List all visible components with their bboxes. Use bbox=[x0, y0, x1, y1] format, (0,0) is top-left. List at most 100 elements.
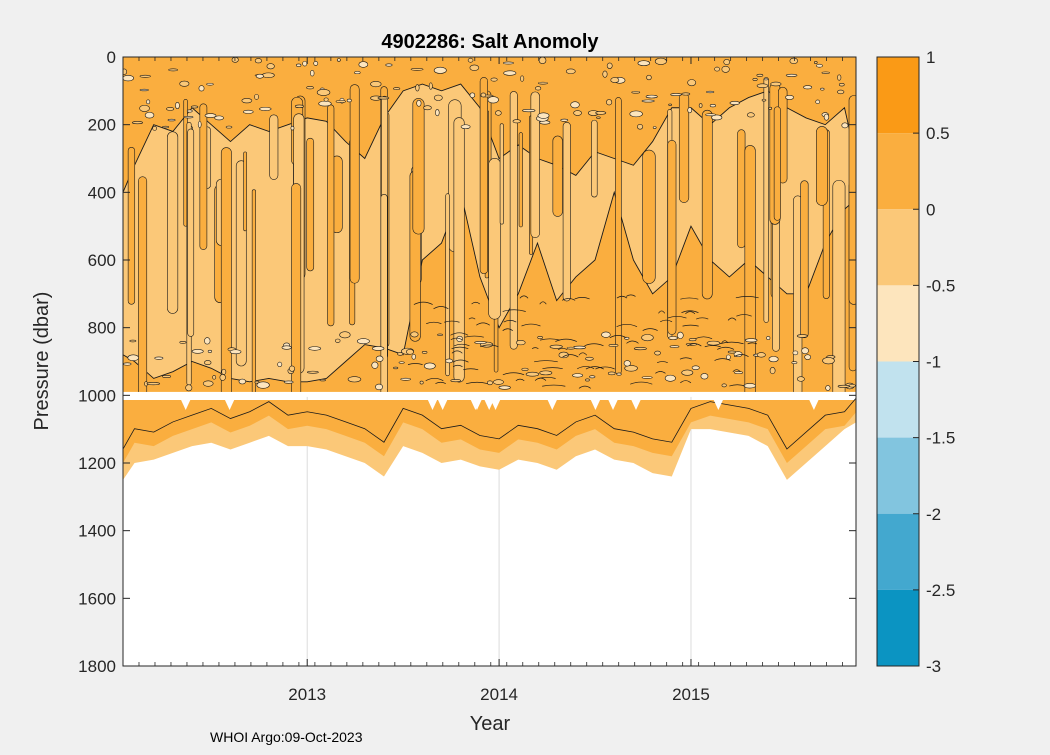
contour-speckle bbox=[522, 108, 536, 113]
deep-layer-band bbox=[123, 399, 856, 463]
colorbar-band bbox=[877, 513, 919, 590]
contour-squiggle bbox=[574, 297, 590, 300]
contour-speckle bbox=[515, 340, 526, 346]
contour-speckle bbox=[197, 121, 202, 128]
contour-squiggle bbox=[465, 381, 489, 385]
colorbar-tick-label: 0.5 bbox=[926, 124, 950, 143]
contour-squiggle bbox=[681, 310, 699, 313]
contour-speckle bbox=[129, 339, 137, 343]
colorbar-tick-label: -3 bbox=[926, 657, 941, 676]
contour-squiggle bbox=[557, 347, 568, 351]
contour-streak bbox=[269, 114, 279, 180]
contour-speckle bbox=[565, 68, 576, 75]
contour-speckle bbox=[769, 367, 776, 375]
contour-speckle bbox=[825, 385, 831, 391]
contour-squiggle bbox=[616, 323, 638, 328]
contour-speckle bbox=[560, 118, 569, 122]
data-gap-notch bbox=[712, 396, 725, 410]
contour-streak bbox=[552, 135, 563, 217]
contour-streak bbox=[744, 145, 756, 392]
y-tick-label: 1000 bbox=[78, 386, 116, 405]
contour-speckle bbox=[127, 354, 139, 362]
contour-speckle bbox=[721, 383, 727, 388]
contour-squiggle bbox=[539, 338, 561, 341]
y-tick-label: 1800 bbox=[78, 657, 116, 676]
contour-speckle bbox=[371, 361, 379, 369]
contour-squiggle bbox=[734, 354, 749, 357]
contour-speckle bbox=[469, 64, 480, 71]
contour-streak bbox=[667, 139, 677, 335]
contour-speckle bbox=[687, 79, 697, 87]
y-tick-label: 0 bbox=[107, 48, 116, 67]
contour-speckle bbox=[323, 97, 329, 102]
contour-speckle bbox=[821, 71, 830, 74]
contour-speckle bbox=[768, 356, 779, 363]
contour-squiggle bbox=[539, 301, 547, 305]
contour-squiggle bbox=[729, 384, 746, 387]
contour-speckle bbox=[756, 83, 769, 89]
contour-speckle bbox=[535, 86, 542, 91]
contour-speckle bbox=[803, 85, 813, 90]
colorbar-band bbox=[877, 437, 919, 514]
colorbar-tick-label: -2.5 bbox=[926, 581, 955, 600]
contour-speckle bbox=[537, 336, 543, 340]
contour-speckle bbox=[316, 89, 331, 96]
contour-speckle bbox=[503, 70, 517, 76]
contour-speckle bbox=[785, 73, 798, 77]
contour-squiggle bbox=[451, 346, 469, 350]
contour-streak bbox=[509, 91, 518, 350]
contour-speckle bbox=[198, 85, 205, 92]
contour-speckle bbox=[566, 346, 576, 350]
contour-speckle bbox=[254, 58, 262, 64]
contour-speckle bbox=[259, 106, 272, 111]
contour-streak bbox=[848, 95, 856, 305]
contour-squiggle bbox=[717, 346, 735, 350]
contour-squiggle bbox=[562, 354, 579, 358]
contour-squiggle bbox=[561, 298, 576, 301]
contour-speckle bbox=[168, 68, 178, 72]
contour-speckle bbox=[837, 74, 842, 81]
contour-squiggle bbox=[542, 367, 563, 370]
contour-squiggle bbox=[714, 358, 731, 361]
contour-squiggle bbox=[685, 311, 696, 315]
contour-speckle bbox=[681, 92, 691, 96]
contour-speckle bbox=[756, 352, 766, 358]
contour-speckle bbox=[166, 107, 175, 111]
contour-speckle bbox=[705, 113, 716, 117]
contour-squiggle bbox=[515, 378, 525, 382]
contour-speckle bbox=[770, 81, 782, 87]
contour-speckle bbox=[139, 74, 151, 78]
contour-squiggle bbox=[450, 337, 463, 341]
contour-speckle bbox=[744, 338, 758, 343]
contour-speckle bbox=[629, 110, 643, 118]
contour-speckle bbox=[162, 375, 172, 378]
y-tick-label: 1200 bbox=[78, 454, 116, 473]
contour-speckle bbox=[688, 338, 697, 342]
contour-speckle bbox=[296, 63, 302, 67]
contour-streak bbox=[499, 123, 504, 225]
contour-speckle bbox=[480, 92, 487, 98]
contour-speckle bbox=[677, 331, 684, 339]
contour-streak bbox=[199, 103, 208, 250]
contour-streak bbox=[291, 183, 302, 392]
data-gap-notch bbox=[470, 396, 483, 410]
contour-streak bbox=[306, 137, 315, 272]
contour-speckle bbox=[306, 370, 319, 374]
contour-speckle bbox=[255, 73, 264, 79]
chart-title: 4902286: Salt Anomoly bbox=[381, 31, 599, 53]
contour-speckle bbox=[372, 346, 385, 351]
contour-squiggle bbox=[555, 338, 577, 342]
data-gap-notch bbox=[546, 396, 559, 410]
contour-speckle bbox=[335, 338, 341, 343]
contour-speckle bbox=[601, 331, 611, 338]
contour-streak bbox=[251, 189, 256, 392]
contour-speckle bbox=[146, 99, 151, 105]
contour-speckle bbox=[356, 338, 370, 345]
contour-speckle bbox=[139, 104, 150, 112]
contour-speckle bbox=[711, 114, 723, 121]
contour-speckle bbox=[641, 334, 654, 342]
contour-speckle bbox=[841, 122, 849, 129]
contour-speckle bbox=[746, 112, 755, 118]
contour-speckle bbox=[838, 82, 845, 87]
contour-streak bbox=[327, 104, 335, 327]
